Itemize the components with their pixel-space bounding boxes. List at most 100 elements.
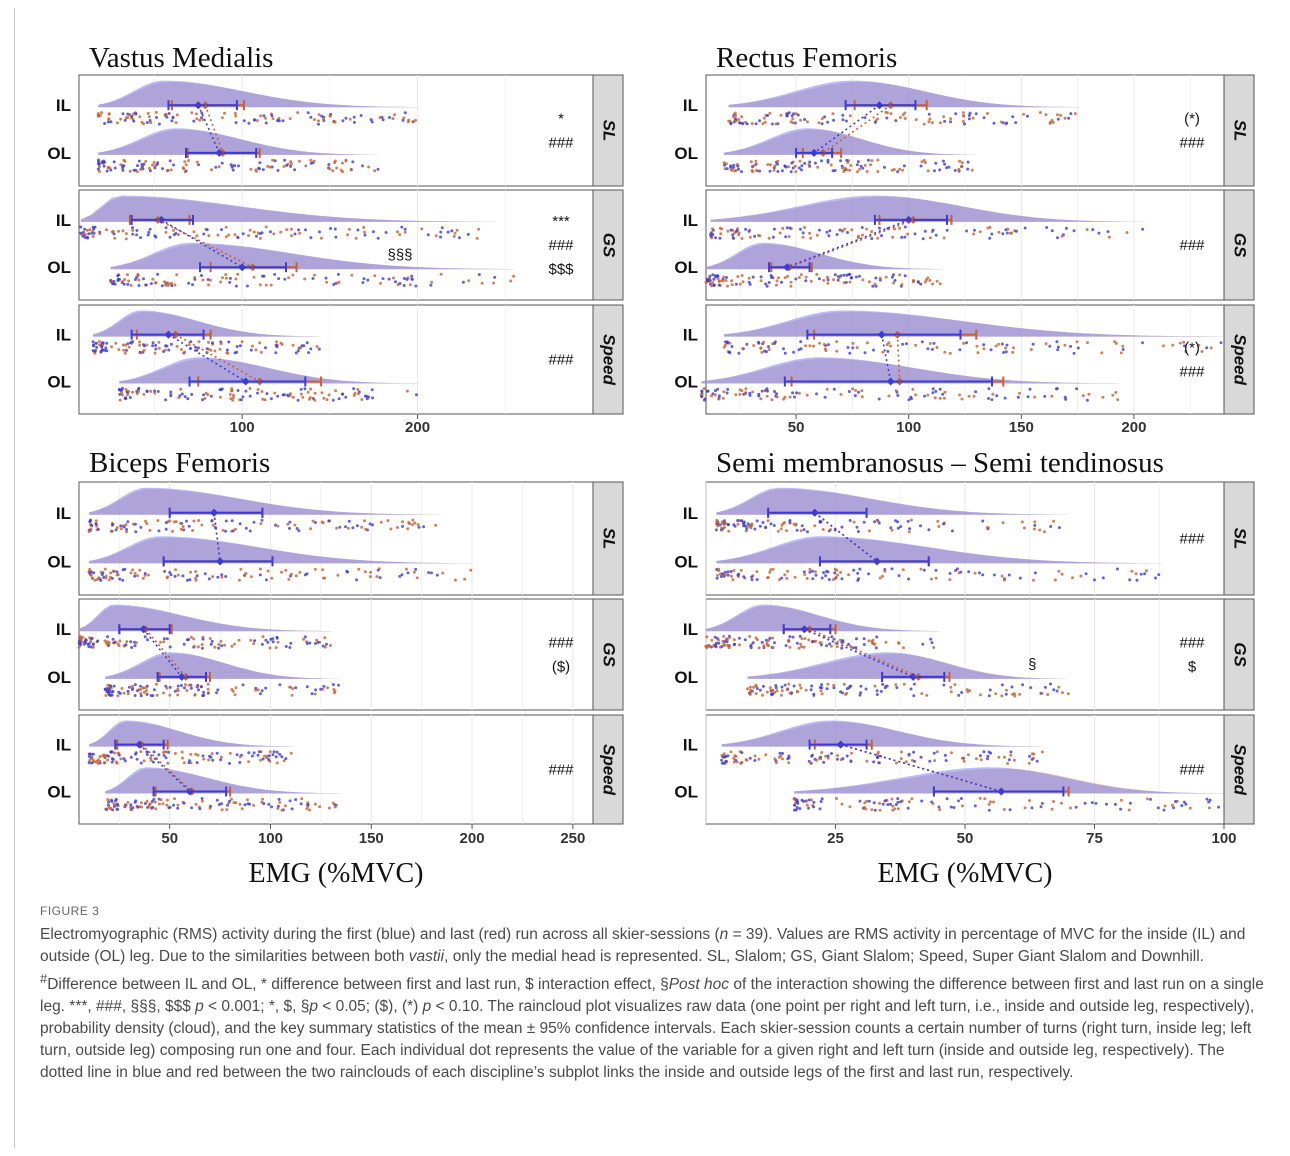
rain-point bbox=[83, 641, 87, 644]
rain-point bbox=[116, 642, 120, 646]
rain-point bbox=[186, 397, 190, 401]
rain-point bbox=[991, 392, 995, 396]
rain-point bbox=[757, 392, 761, 396]
rain-point bbox=[702, 387, 706, 391]
rain-point bbox=[102, 164, 106, 168]
rain-point bbox=[749, 160, 753, 164]
rain-point bbox=[162, 754, 166, 757]
rain-point bbox=[410, 277, 414, 281]
rain-point bbox=[797, 391, 801, 395]
rain-point bbox=[935, 279, 939, 283]
rain-point bbox=[1205, 346, 1209, 350]
rain-point bbox=[870, 808, 874, 812]
rain-point bbox=[360, 525, 364, 529]
rain-point bbox=[1001, 232, 1005, 236]
rain-point bbox=[913, 232, 917, 236]
rain-point bbox=[371, 396, 375, 400]
rain-point bbox=[950, 529, 954, 533]
rain-point bbox=[1100, 351, 1104, 355]
rain-point bbox=[943, 350, 947, 354]
rain-point bbox=[808, 160, 812, 164]
rain-point bbox=[384, 231, 388, 234]
rain-point bbox=[165, 637, 169, 641]
rain-point bbox=[745, 342, 749, 346]
rain-point bbox=[767, 345, 770, 349]
rain-point bbox=[182, 167, 186, 171]
rain-point bbox=[238, 344, 242, 348]
rain-point bbox=[133, 574, 137, 578]
rain-point bbox=[162, 691, 165, 695]
rain-point bbox=[896, 520, 899, 524]
rain-point bbox=[105, 754, 109, 758]
rain-point bbox=[196, 753, 200, 757]
rain-point bbox=[1013, 694, 1017, 698]
rain-point bbox=[953, 168, 957, 172]
rain-point bbox=[145, 753, 149, 756]
rain-point bbox=[1006, 227, 1010, 231]
rain-point bbox=[825, 230, 829, 234]
rain-point bbox=[862, 520, 866, 524]
facet-strip bbox=[592, 189, 624, 301]
rain-point bbox=[748, 635, 752, 638]
rain-point bbox=[304, 228, 307, 232]
rain-point bbox=[120, 393, 124, 397]
rain-point bbox=[839, 570, 843, 574]
rain-point bbox=[884, 110, 888, 114]
rain-point bbox=[878, 576, 882, 580]
rain-point bbox=[301, 395, 305, 399]
rain-point bbox=[208, 637, 212, 640]
rain-point bbox=[231, 396, 235, 399]
rain-point bbox=[1217, 805, 1221, 809]
rain-point bbox=[127, 389, 130, 393]
rain-point bbox=[747, 280, 751, 284]
rain-point bbox=[979, 693, 982, 697]
rain-point bbox=[263, 116, 267, 120]
rain-point bbox=[747, 691, 751, 695]
facet-strip bbox=[592, 74, 624, 187]
rain-point bbox=[217, 803, 221, 806]
rain-point bbox=[949, 685, 953, 689]
panel-title: Biceps Femoris bbox=[89, 447, 270, 479]
rain-point bbox=[90, 524, 94, 528]
rain-point bbox=[124, 523, 128, 527]
rain-point bbox=[714, 275, 718, 279]
rain-point bbox=[296, 349, 300, 353]
rain-point bbox=[912, 279, 916, 283]
rain-point bbox=[839, 392, 843, 396]
rain-point bbox=[877, 226, 881, 230]
panel-4: Semi membranosus – Semi tendinosusSLILOL… bbox=[674, 447, 1255, 889]
rain-point bbox=[774, 686, 778, 690]
rain-point bbox=[197, 340, 201, 344]
rain-point bbox=[322, 684, 326, 688]
rain-point bbox=[200, 116, 203, 120]
rain-point bbox=[441, 571, 445, 575]
rain-point bbox=[730, 168, 734, 172]
rain-point bbox=[188, 759, 191, 763]
rain-point bbox=[758, 234, 762, 238]
rain-point bbox=[333, 161, 337, 165]
rain-point bbox=[881, 574, 884, 578]
rain-point bbox=[775, 689, 779, 693]
rain-point bbox=[758, 169, 762, 173]
rain-point bbox=[139, 750, 143, 754]
rain-point bbox=[159, 798, 163, 802]
rain-point bbox=[119, 163, 123, 167]
rain-point bbox=[284, 568, 288, 572]
rain-point bbox=[1197, 343, 1201, 347]
rain-point bbox=[168, 519, 172, 523]
rain-point bbox=[906, 519, 910, 523]
rain-point bbox=[889, 344, 892, 348]
rain-point bbox=[867, 158, 870, 162]
panel-3: Biceps FemorisSLILOLGSILOL###($)SpeedILO… bbox=[47, 447, 624, 889]
rain-point bbox=[209, 804, 213, 808]
rain-point bbox=[312, 159, 316, 163]
rain-point bbox=[978, 230, 982, 234]
rain-point bbox=[235, 345, 239, 348]
rain-point bbox=[201, 754, 205, 758]
rain-point bbox=[150, 800, 154, 803]
rain-point bbox=[288, 526, 291, 530]
leg-label-ol: OL bbox=[674, 782, 698, 801]
rain-point bbox=[126, 692, 130, 696]
rain-point bbox=[972, 394, 976, 398]
rain-point bbox=[798, 159, 802, 163]
